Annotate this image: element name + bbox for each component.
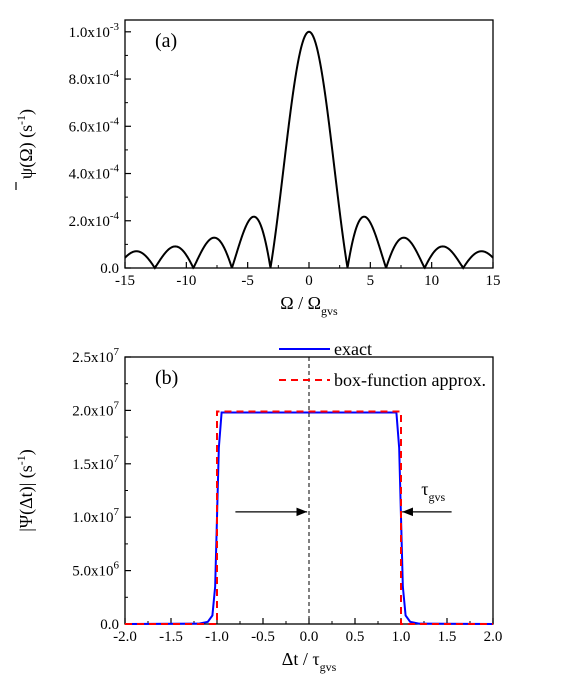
y-tick-label: 1.5x107 bbox=[72, 453, 119, 473]
y-tick-label: 8.0x10-4 bbox=[69, 68, 120, 88]
x-tick-label: -10 bbox=[176, 273, 196, 289]
x-tick-label: 10 bbox=[424, 273, 439, 289]
panel-label: (a) bbox=[155, 30, 177, 52]
y-tick-label: 2.0x107 bbox=[72, 399, 119, 419]
y-tick-label: 2.0x10-4 bbox=[69, 210, 120, 230]
y-tick-label: 2.5x107 bbox=[72, 346, 119, 366]
chart-panel-b: -2.0 -1.5 -1.0 -0.5 0.0 0.5 1.0 1.5 2.0 0.0 5.0x10… bbox=[14, 346, 502, 674]
chart-panel-a: -15 -10 -5 0 5 10 15 0.0 2.0x10-4 4.0x10-4 6.0x10-… bbox=[14, 19, 501, 318]
x-tick-label: -2.0 bbox=[113, 629, 137, 645]
x-tick-label: 1.0 bbox=[392, 629, 411, 645]
x-tick-label: -1.0 bbox=[205, 629, 229, 645]
x-tick-label: 5 bbox=[367, 273, 375, 289]
y-axis-title-group: |Ψ(Δt)| (s-1) bbox=[14, 449, 37, 532]
legend-label: exact bbox=[334, 339, 372, 359]
y-axis-title-group: ψ(Ω) (s-1) bbox=[14, 109, 37, 190]
x-tick-label: -0.5 bbox=[251, 629, 275, 645]
x-tick-label: 0 bbox=[305, 273, 313, 289]
x-axis-title: Ω / Ωgvs bbox=[280, 293, 338, 318]
x-tick-label: 15 bbox=[486, 273, 501, 289]
x-tick-label: 1.5 bbox=[438, 629, 457, 645]
x-tick-label: 2.0 bbox=[484, 629, 503, 645]
y-axis-title: |Ψ(Δt)| (s-1) bbox=[14, 449, 37, 532]
box-approx-series-line bbox=[125, 410, 493, 625]
y-axis-title: ψ(Ω) (s-1) bbox=[14, 109, 37, 179]
y-tick-label: 0.0 bbox=[100, 261, 119, 277]
x-tick-label: -15 bbox=[115, 273, 135, 289]
panel-label: (b) bbox=[155, 367, 178, 389]
x-tick-label: -1.5 bbox=[159, 629, 183, 645]
y-tick-label: 6.0x10-4 bbox=[69, 115, 120, 135]
y-tick-label: 5.0x106 bbox=[72, 560, 119, 580]
x-tick-label: 0.5 bbox=[346, 629, 365, 645]
x-axis-title: Δt / τgvs bbox=[282, 649, 337, 674]
y-tick-label: 1.0x107 bbox=[72, 506, 119, 526]
tau-gvs-annotation: τgvs bbox=[421, 479, 445, 504]
y-tick-label: 0.0 bbox=[100, 617, 119, 633]
x-tick-label: 0.0 bbox=[300, 629, 319, 645]
exact-series-line bbox=[124, 411, 494, 625]
y-tick-label: 4.0x10-4 bbox=[69, 163, 120, 183]
spectrum-line bbox=[124, 30, 494, 270]
x-tick-label: -5 bbox=[241, 273, 254, 289]
plot-frame bbox=[124, 19, 494, 269]
legend-label: box-function approx. bbox=[334, 370, 486, 390]
y-tick-label: 1.0x10-3 bbox=[69, 21, 120, 41]
